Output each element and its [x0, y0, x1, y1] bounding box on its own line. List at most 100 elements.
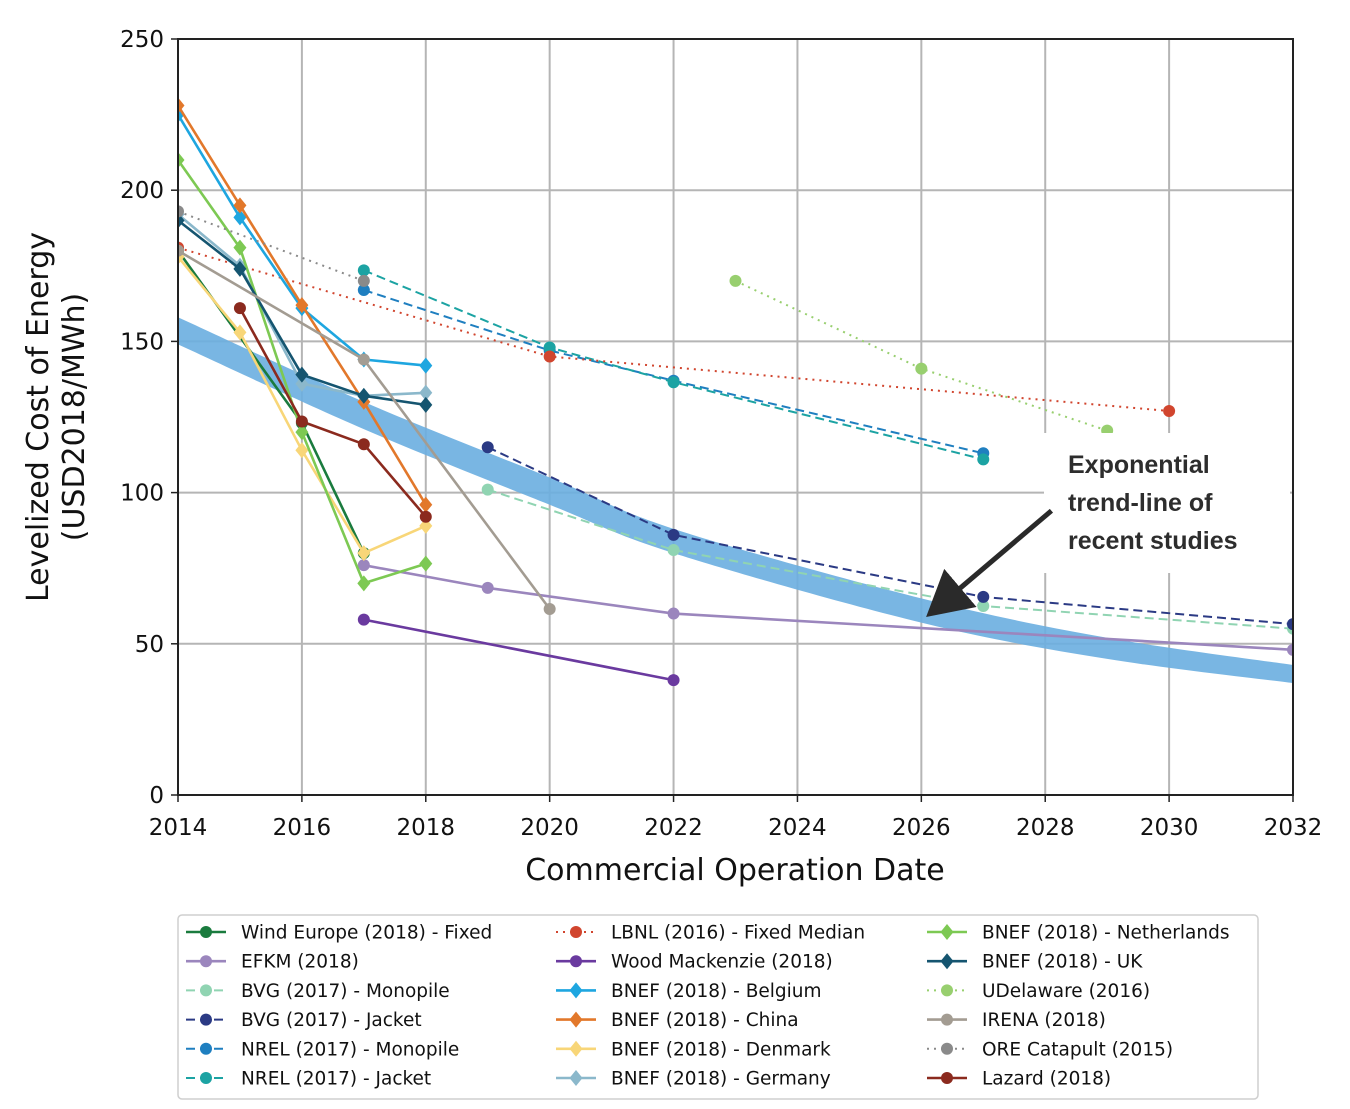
y-tick-label: 0	[149, 783, 164, 809]
legend-label: NREL (2017) - Jacket	[241, 1069, 431, 1090]
data-point	[1163, 404, 1176, 417]
data-point	[357, 264, 370, 277]
annotation: Exponential trend-line of recent studies	[926, 433, 1290, 618]
legend-label: NREL (2017) - Monopile	[241, 1039, 459, 1060]
x-tick-label: 2026	[892, 815, 951, 841]
data-point	[977, 453, 990, 466]
data-point	[295, 424, 309, 441]
legend-item: BNEF (2018) - Denmark	[556, 1039, 831, 1060]
series-10	[178, 248, 433, 562]
data-point	[419, 496, 433, 513]
annotation-box	[1044, 433, 1290, 573]
x-tick-label: 2022	[644, 815, 703, 841]
x-tick-label: 2032	[1264, 815, 1323, 841]
legend-marker	[200, 1042, 212, 1055]
legend-marker	[569, 1070, 583, 1086]
series-1	[357, 559, 1293, 656]
axis-ticks: 2014 2016 2018 2020 2022 2024 2026 2028 2030 2032…	[120, 27, 1322, 841]
legend-marker	[941, 1013, 953, 1026]
series-13	[178, 212, 433, 413]
y-axis-title-line-1: Levelized Cost of Energy	[21, 232, 56, 602]
legend-label: BNEF (2018) - UK	[982, 952, 1143, 973]
legend-marker	[941, 1072, 953, 1084]
legend-item: BVG (2017) - Monopile	[186, 981, 450, 1002]
data-point	[667, 544, 680, 557]
data-point	[357, 545, 371, 562]
data-point	[481, 581, 494, 594]
legend-label: EFKM (2018)	[241, 952, 359, 973]
data-point	[977, 600, 990, 612]
data-point	[481, 483, 494, 496]
y-tick-label: 250	[120, 27, 164, 53]
data-point	[295, 375, 309, 392]
legend-marker	[200, 926, 212, 938]
series-line	[363, 618, 674, 682]
data-point	[543, 603, 556, 616]
legend-marker	[200, 955, 212, 968]
legend-frame	[177, 914, 1259, 1100]
data-point	[667, 674, 680, 687]
data-point	[915, 362, 928, 375]
x-axis-title: Commercial Operation Date	[525, 853, 945, 888]
legend-marker	[570, 955, 582, 968]
legend-marker	[569, 1011, 583, 1028]
series-17	[233, 302, 432, 523]
legend-item: UDelaware (2016)	[927, 981, 1150, 1002]
series-5	[357, 264, 990, 466]
series-3	[481, 441, 1293, 631]
legend-marker	[200, 984, 212, 997]
data-point	[178, 244, 184, 257]
data-point	[667, 607, 680, 620]
series-16	[178, 205, 370, 287]
data-point	[357, 613, 370, 626]
data-point	[295, 366, 309, 383]
y-tick-label: 150	[120, 329, 164, 355]
x-tick-label: 2018	[397, 815, 456, 841]
legend-label: UDelaware (2016)	[982, 981, 1150, 1002]
data-point	[233, 197, 247, 214]
data-point	[357, 353, 370, 366]
series-line	[178, 210, 365, 282]
data-point	[178, 205, 184, 218]
series-9	[178, 97, 433, 513]
data-point	[178, 151, 185, 168]
legend-marker	[941, 1042, 953, 1055]
annotation-arrow	[926, 508, 1054, 618]
legend-marker	[569, 1040, 583, 1057]
data-point	[357, 575, 371, 592]
series-line	[363, 563, 1293, 652]
legend-item: EFKM (2018)	[186, 952, 359, 973]
legend-item: Wind Europe (2018) - Fixed	[186, 923, 492, 944]
data-point	[1287, 643, 1293, 656]
legend-label: ORE Catapult (2015)	[982, 1039, 1173, 1060]
data-point	[419, 555, 433, 572]
legend-label: BNEF (2018) - Netherlands	[982, 923, 1229, 944]
series-12	[178, 151, 433, 592]
legend-marker	[200, 1072, 212, 1084]
plot-frame	[177, 38, 1294, 796]
legend-item: BNEF (2018) - Netherlands	[927, 923, 1229, 944]
data-point	[233, 260, 247, 277]
x-tick-label: 2024	[768, 815, 827, 841]
y-tick-label: 50	[135, 632, 164, 658]
data-point	[357, 274, 370, 287]
series-7	[357, 613, 680, 687]
legend-label: BVG (2017) - Monopile	[241, 981, 450, 1002]
legend-item: BNEF (2018) - China	[556, 1010, 799, 1031]
series-line	[363, 269, 984, 461]
legend-item: NREL (2017) - Monopile	[186, 1039, 459, 1060]
annotation-line-1: Exponential	[1068, 451, 1210, 479]
legend-item: BNEF (2018) - Germany	[556, 1069, 831, 1090]
series-line	[735, 279, 1108, 432]
series-line	[238, 307, 427, 518]
legend-label: BNEF (2018) - Germany	[611, 1069, 831, 1090]
x-tick-label: 2030	[1140, 815, 1199, 841]
x-tick-label: 2014	[149, 815, 208, 841]
data-point	[543, 341, 556, 354]
series-line	[487, 488, 1293, 630]
legend-item: Lazard (2018)	[927, 1069, 1111, 1090]
data-point	[419, 510, 432, 523]
legend-item: ORE Catapult (2015)	[927, 1039, 1173, 1060]
data-point	[1287, 618, 1293, 631]
